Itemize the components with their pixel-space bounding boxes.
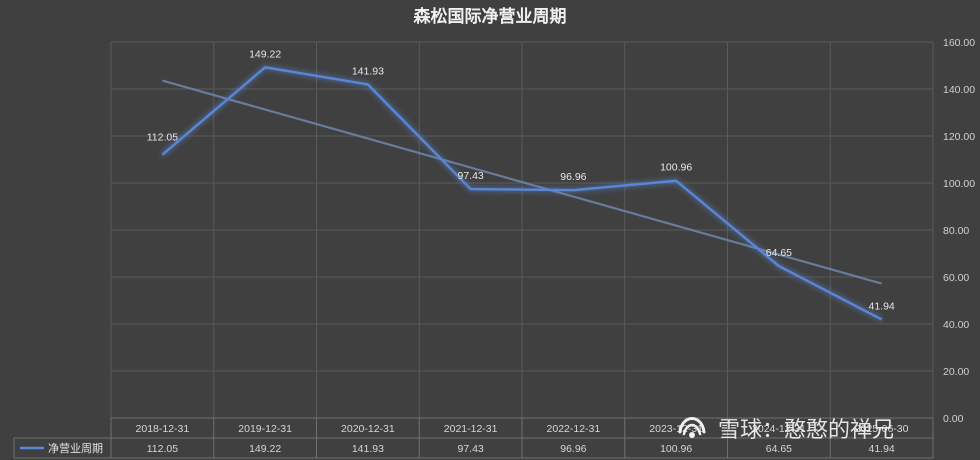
data-labels: 112.05 149.22 141.93 97.43 96.96 100.96 64.65 4… xyxy=(147,48,895,312)
y-tick-label: 60.00 xyxy=(943,272,969,284)
table-value: 64.65 xyxy=(766,443,792,455)
data-label: 112.05 xyxy=(147,132,178,144)
y-tick-label: 160.00 xyxy=(943,37,975,49)
x-tick-label: 2021-12-31 xyxy=(444,423,498,435)
snowball-logo-icon xyxy=(678,417,706,438)
y-tick-label: 20.00 xyxy=(943,366,969,378)
data-label: 97.43 xyxy=(457,170,483,182)
data-label: 100.96 xyxy=(660,162,692,174)
x-tick-label: 2019-12-31 xyxy=(238,423,292,435)
grid xyxy=(110,41,934,419)
trendline-layer xyxy=(162,79,882,285)
table-value: 41.94 xyxy=(868,443,894,455)
watermark-text: 雪球：憨憨的禅兄 xyxy=(718,418,894,443)
x-tick-label: 2025-06-30 xyxy=(855,423,909,435)
series-layer xyxy=(161,66,883,321)
table-value: 149.22 xyxy=(249,443,281,455)
y-tick-label: 40.00 xyxy=(943,319,969,331)
data-label: 41.94 xyxy=(868,300,894,312)
y-axis: 0.00 20.00 40.00 60.00 80.00 100.00 120.00 140.… xyxy=(943,37,975,425)
y-tick-label: 80.00 xyxy=(943,225,969,237)
y-tick-label: 0.00 xyxy=(943,413,964,425)
x-tick-label: 2022-12-31 xyxy=(547,423,601,435)
table-value: 100.96 xyxy=(660,443,692,455)
y-tick-label: 120.00 xyxy=(943,131,975,143)
x-tick-label: 2024-12-31 xyxy=(752,423,806,435)
trendline xyxy=(162,79,882,285)
table-value: 141.93 xyxy=(352,443,384,455)
table-value: 97.43 xyxy=(457,443,483,455)
y-tick-label: 140.00 xyxy=(943,84,975,96)
data-label: 96.96 xyxy=(560,171,586,183)
table-value: 112.05 xyxy=(147,443,178,455)
y-tick-label: 100.00 xyxy=(943,178,975,190)
table-value: 96.96 xyxy=(560,443,586,455)
data-label: 141.93 xyxy=(352,65,384,77)
x-tick-label: 2020-12-31 xyxy=(341,423,395,435)
watermark: 雪球：憨憨的禅兄 xyxy=(678,417,894,443)
series-line xyxy=(161,66,883,321)
legend-label: 净营业周期 xyxy=(48,441,103,455)
data-label: 149.22 xyxy=(249,48,281,60)
data-label: 64.65 xyxy=(766,247,792,259)
chart-title: 森松国际净营业周期 xyxy=(414,6,567,27)
x-tick-label: 2018-12-31 xyxy=(136,423,190,435)
